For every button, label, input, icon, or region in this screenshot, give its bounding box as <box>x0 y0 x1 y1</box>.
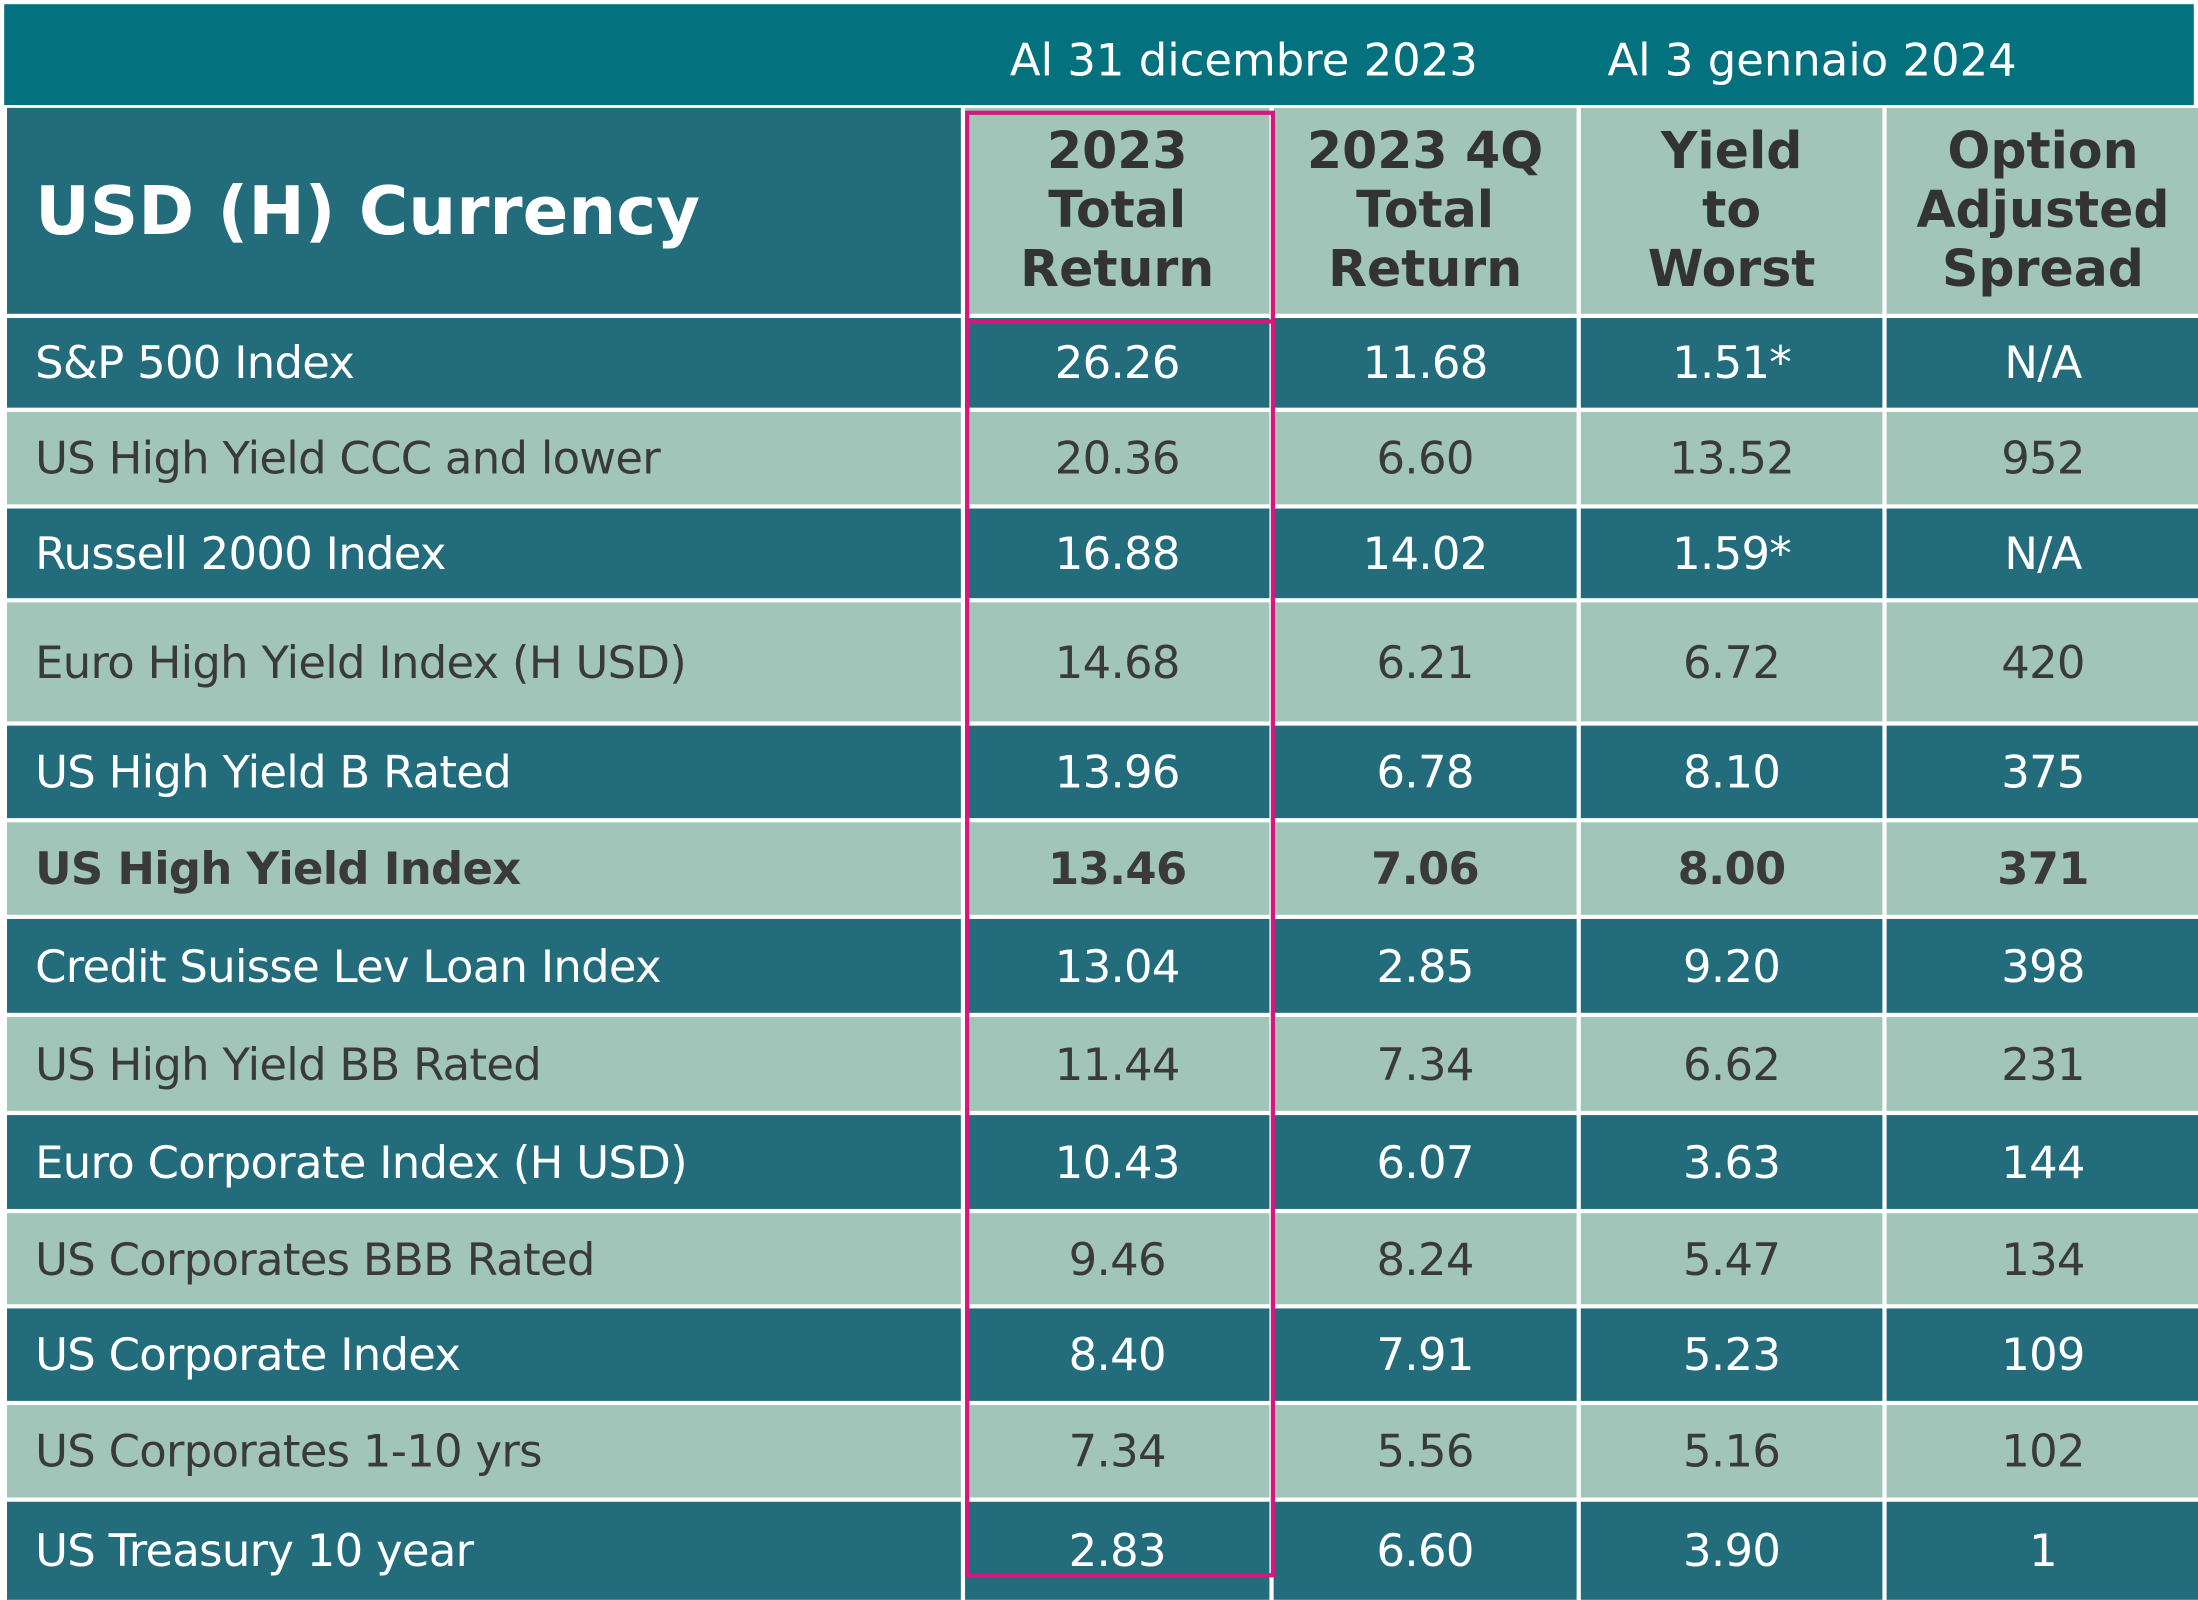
cell-yield-to-worst: 3.63 <box>1580 1115 1883 1209</box>
row-label: US Corporates BBB Rated <box>7 1213 961 1305</box>
header-line: Worst <box>1647 240 1816 298</box>
cell-total-return-2023: 13.46 <box>965 822 1270 915</box>
header-line: to <box>1702 181 1762 239</box>
cell-total-return-2023: 13.04 <box>965 918 1270 1013</box>
cell-yield-to-worst: 9.20 <box>1580 918 1883 1013</box>
cell-total-return-4q: 14.02 <box>1273 508 1577 599</box>
cell-yield-to-worst: 3.90 <box>1580 1501 1883 1600</box>
cell-total-return-2023: 20.36 <box>965 411 1270 505</box>
cell-option-adjusted-spread: 420 <box>1886 602 2198 722</box>
header-line: Total <box>1048 181 1187 239</box>
cell-option-adjusted-spread: 1 <box>1886 1501 2198 1600</box>
cell-total-return-4q: 6.78 <box>1273 725 1577 819</box>
column-header-option-adjusted-spread: Option Adjusted Spread <box>1886 107 2198 314</box>
row-label: US Corporate Index <box>7 1308 961 1401</box>
cell-yield-to-worst: 6.72 <box>1580 602 1883 722</box>
row-label: Russell 2000 Index <box>7 508 961 599</box>
cell-total-return-2023: 11.44 <box>965 1017 1270 1111</box>
header-line: Total <box>1356 181 1495 239</box>
cell-total-return-2023: 16.88 <box>965 508 1270 599</box>
cell-option-adjusted-spread: 144 <box>1886 1115 2198 1209</box>
cell-total-return-4q: 2.85 <box>1273 918 1577 1013</box>
row-label: US High Yield B Rated <box>7 725 961 819</box>
cell-total-return-4q: 6.21 <box>1273 602 1577 722</box>
header-line: Adjusted <box>1916 181 2170 239</box>
cell-total-return-2023: 14.68 <box>965 602 1270 722</box>
cell-option-adjusted-spread: 102 <box>1886 1405 2198 1498</box>
date-label-december: Al 31 dicembre 2023 <box>1009 33 1478 87</box>
returns-table: USD (H) Currency 2023 Total Return 2023 … <box>7 107 2198 1600</box>
row-label: S&P 500 Index <box>7 317 961 408</box>
cell-yield-to-worst: 6.62 <box>1580 1017 1883 1111</box>
column-header-yield-to-worst: Yield to Worst <box>1580 107 1883 314</box>
row-label: US Treasury 10 year <box>7 1501 961 1600</box>
row-label: US High Yield CCC and lower <box>7 411 961 505</box>
cell-option-adjusted-spread: 952 <box>1886 411 2198 505</box>
cell-total-return-4q: 8.24 <box>1273 1213 1577 1305</box>
header-line: 2023 <box>1046 122 1188 181</box>
row-label: Credit Suisse Lev Loan Index <box>7 918 961 1013</box>
cell-option-adjusted-spread: N/A <box>1886 508 2198 599</box>
cell-total-return-4q: 11.68 <box>1273 317 1577 408</box>
cell-option-adjusted-spread: 398 <box>1886 918 2198 1013</box>
cell-option-adjusted-spread: 109 <box>1886 1308 2198 1401</box>
cell-option-adjusted-spread: 371 <box>1886 822 2198 915</box>
column-header-4q-total-return: 2023 4Q Total Return <box>1273 107 1577 314</box>
row-label: US High Yield Index <box>7 822 961 915</box>
header-line: Spread <box>1942 240 2144 298</box>
cell-total-return-2023: 13.96 <box>965 725 1270 819</box>
cell-yield-to-worst: 8.00 <box>1580 822 1883 915</box>
cell-total-return-2023: 8.40 <box>965 1308 1270 1401</box>
header-line: Option <box>1947 122 2139 181</box>
date-banner: Al 31 dicembre 2023 Al 3 gennaio 2024 <box>4 4 2194 106</box>
cell-total-return-4q: 6.60 <box>1273 411 1577 505</box>
cell-total-return-4q: 7.91 <box>1273 1308 1577 1401</box>
cell-total-return-2023: 2.83 <box>965 1501 1270 1600</box>
cell-total-return-4q: 7.06 <box>1273 822 1577 915</box>
header-line: Return <box>1328 240 1523 298</box>
cell-total-return-4q: 7.34 <box>1273 1017 1577 1111</box>
highlight-2023-total-return-column <box>965 110 1276 1578</box>
table-title: USD (H) Currency <box>7 107 961 314</box>
row-label: US High Yield BB Rated <box>7 1017 961 1111</box>
cell-total-return-2023: 10.43 <box>965 1115 1270 1209</box>
header-line: 2023 4Q <box>1307 122 1544 181</box>
date-label-january: Al 3 gennaio 2024 <box>1607 33 2017 87</box>
cell-option-adjusted-spread: 134 <box>1886 1213 2198 1305</box>
cell-option-adjusted-spread: N/A <box>1886 317 2198 408</box>
cell-yield-to-worst: 5.23 <box>1580 1308 1883 1401</box>
header-line: Return <box>1020 240 1215 298</box>
cell-total-return-4q: 6.07 <box>1273 1115 1577 1209</box>
row-label: Euro High Yield Index (H USD) <box>7 602 961 722</box>
cell-yield-to-worst: 13.52 <box>1580 411 1883 505</box>
cell-total-return-4q: 6.60 <box>1273 1501 1577 1600</box>
cell-total-return-2023: 9.46 <box>965 1213 1270 1305</box>
row-label: Euro Corporate Index (H USD) <box>7 1115 961 1209</box>
cell-option-adjusted-spread: 375 <box>1886 725 2198 819</box>
header-line: Yield <box>1660 122 1803 181</box>
cell-yield-to-worst: 1.51* <box>1580 317 1883 408</box>
cell-yield-to-worst: 5.16 <box>1580 1405 1883 1498</box>
highlight-divider <box>965 319 1276 324</box>
cell-option-adjusted-spread: 231 <box>1886 1017 2198 1111</box>
cell-yield-to-worst: 1.59* <box>1580 508 1883 599</box>
cell-yield-to-worst: 5.47 <box>1580 1213 1883 1305</box>
cell-yield-to-worst: 8.10 <box>1580 725 1883 819</box>
cell-total-return-4q: 5.56 <box>1273 1405 1577 1498</box>
row-label: US Corporates 1-10 yrs <box>7 1405 961 1498</box>
column-header-2023-total-return: 2023 Total Return <box>965 107 1270 314</box>
cell-total-return-2023: 26.26 <box>965 317 1270 408</box>
cell-total-return-2023: 7.34 <box>965 1405 1270 1498</box>
